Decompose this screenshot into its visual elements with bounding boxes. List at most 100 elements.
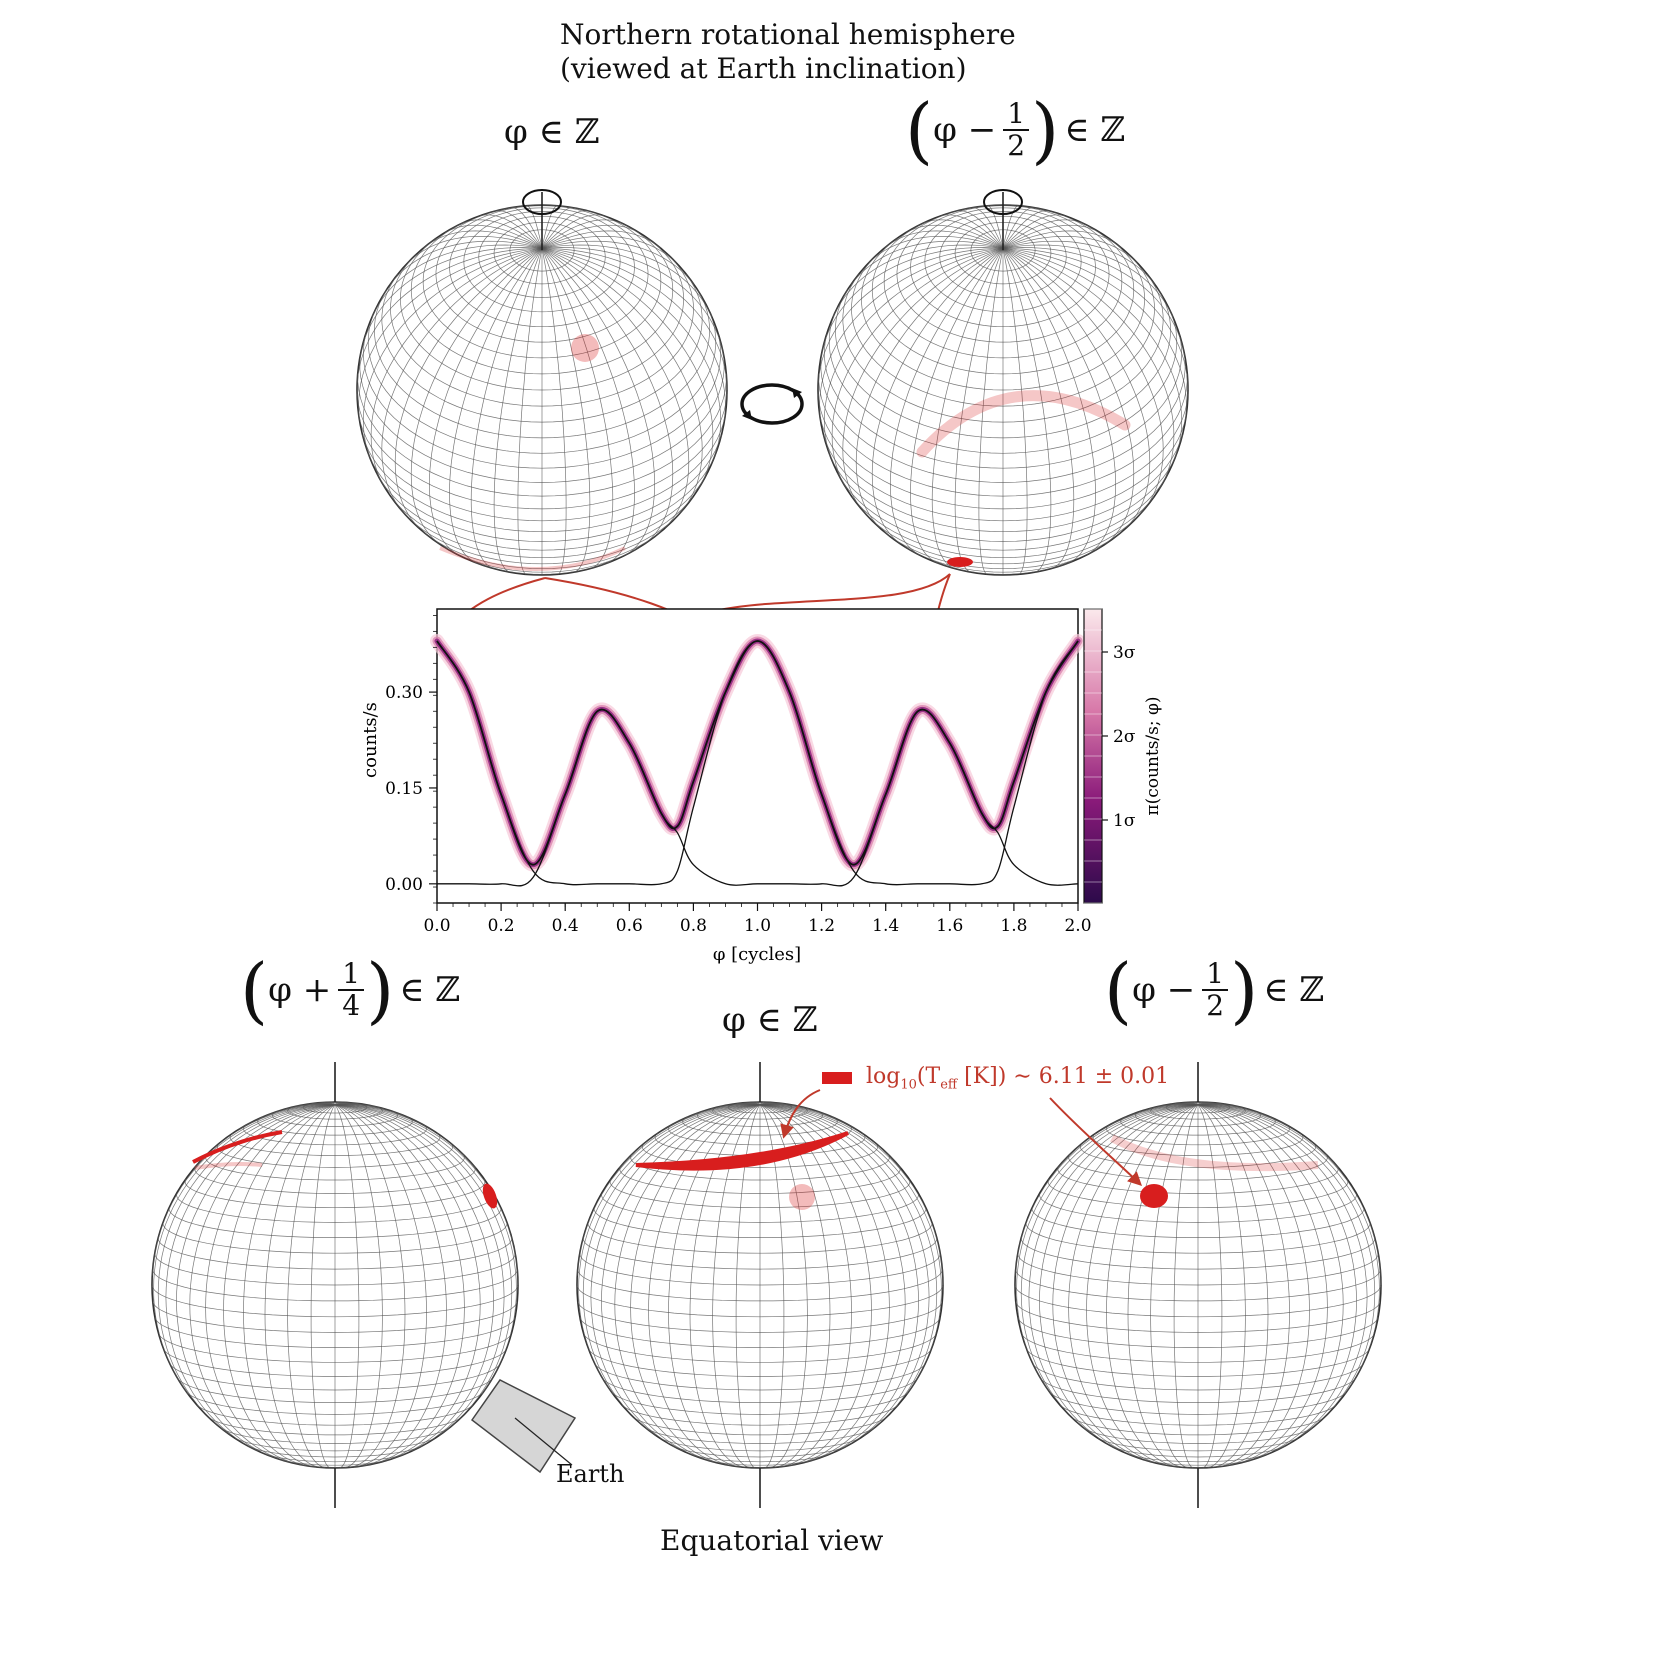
longitude-line (157, 1104, 336, 1436)
latitude-line (634, 1417, 886, 1436)
longitude-line (541, 247, 726, 421)
longitude-line (370, 247, 543, 490)
longitude-line (334, 1101, 343, 1106)
frac-den: 4 (342, 989, 361, 1022)
longitude-line (541, 248, 635, 564)
latitude-line (824, 333, 1182, 469)
latitude-line (177, 1377, 493, 1403)
latitude-line (358, 414, 726, 522)
latitude-line (602, 1377, 918, 1403)
rotation-ring-icon (983, 189, 1023, 215)
x-tick-label: 1.2 (808, 916, 835, 936)
longitude-line (470, 248, 543, 569)
longitude-line (1127, 1104, 1199, 1468)
latitude-line (577, 1301, 943, 1333)
latitude-line (1021, 1334, 1375, 1363)
latitude-line (1015, 1270, 1381, 1302)
longitude-line (759, 1101, 764, 1106)
longitude-line (923, 219, 1004, 249)
latitude-line (819, 414, 1187, 522)
colorbar-tick-label: 1σ (1113, 811, 1136, 831)
latitude-line (163, 1349, 507, 1377)
longitude-line (941, 214, 1004, 249)
longitude-line (618, 1104, 760, 1169)
longitude-line (541, 248, 674, 545)
longitude-line (1039, 1104, 1199, 1460)
longitude-line (759, 1104, 942, 1395)
latitude-line (362, 434, 722, 533)
longitude-line (1197, 1104, 1380, 1395)
latitude-line (823, 434, 1183, 533)
longitude-line (541, 248, 655, 556)
longitude-line (905, 224, 1004, 249)
longitude-line (1002, 247, 1183, 457)
earth-label: Earth (556, 1460, 625, 1488)
longitude-line (410, 248, 543, 545)
sphere-top-left (356, 189, 728, 576)
latitude-line (1072, 1417, 1324, 1436)
longitude-line (1197, 1101, 1206, 1106)
latitude-line (576, 1285, 944, 1318)
latitude-line (1050, 1392, 1346, 1415)
longitude-line (334, 1104, 427, 1468)
legend-unit: [K]) ∼ 6.11 ± 0.01 (957, 1064, 1170, 1089)
latitude-line (588, 1349, 932, 1377)
longitude-line (394, 247, 543, 529)
latitude-line (357, 373, 727, 497)
longitude-line (668, 1104, 761, 1468)
longitude-line (334, 1104, 517, 1395)
longitude-line (1197, 1104, 1295, 1130)
legend-body: (T (916, 1064, 941, 1089)
longitude-line (1002, 210, 1051, 249)
arrow-to-arc (780, 1089, 821, 1139)
latitude-line (151, 1285, 519, 1318)
longitude-line (1197, 1104, 1290, 1468)
longitude-line (842, 247, 1004, 513)
latitude-line (229, 1132, 441, 1156)
hotspot-bottom-right (1140, 1184, 1168, 1208)
hotspot-faded-top-left (571, 334, 599, 362)
x-tick-label: 1.0 (744, 916, 771, 936)
longitude-line (759, 1104, 906, 1463)
legend-eff: eff (940, 1077, 958, 1093)
latitude-line (630, 1153, 890, 1181)
latitude-line (1032, 1363, 1364, 1391)
latitude-line (883, 204, 1123, 359)
latitude-line (817, 394, 1189, 510)
latitude-line (645, 1427, 875, 1444)
latitude-line (583, 1334, 937, 1363)
latitude-line (1059, 1404, 1337, 1426)
longitude-line (855, 247, 1004, 529)
latitude-line (368, 454, 716, 542)
longitude-line (871, 248, 1004, 545)
longitude-line (264, 1104, 336, 1468)
x-tick-label: 0.0 (423, 916, 450, 936)
latitude-line (933, 561, 1073, 575)
longitude-line (759, 1104, 944, 1286)
latitude-line (621, 1404, 899, 1426)
x-axis-label: φ [cycles] (713, 944, 801, 965)
latitude-line (194, 1166, 476, 1194)
latitude-line (220, 1427, 450, 1444)
sphere-bottom-right (1014, 1062, 1382, 1508)
temperature-legend-label: log10(Teff [K]) ∼ 6.11 ± 0.01 (866, 1064, 1169, 1092)
longitude-line (759, 1104, 831, 1468)
longitude-line (1002, 247, 1185, 353)
longitude-line (759, 1104, 930, 1452)
phase-lhs: φ − (1132, 970, 1196, 1010)
longitude-line (371, 244, 543, 318)
latitude-line (582, 1237, 938, 1270)
latitude-line (1106, 1124, 1290, 1146)
longitude-line (759, 1104, 938, 1436)
hotspot-arc-faded-bottom-left (194, 1162, 263, 1170)
longitude-line (541, 219, 622, 249)
latitude-line (1040, 1377, 1356, 1403)
longitude-line (205, 1104, 336, 1466)
longitude-line (423, 230, 543, 249)
latitude-line (187, 1392, 483, 1415)
latitude-line (1080, 1143, 1316, 1168)
longitude-line (541, 205, 558, 249)
x-tick-label: 0.2 (488, 916, 515, 936)
phase-label-bottom-right: (φ − 1 2) ∈ ℤ (1104, 948, 1325, 1032)
longitude-line (541, 248, 567, 575)
